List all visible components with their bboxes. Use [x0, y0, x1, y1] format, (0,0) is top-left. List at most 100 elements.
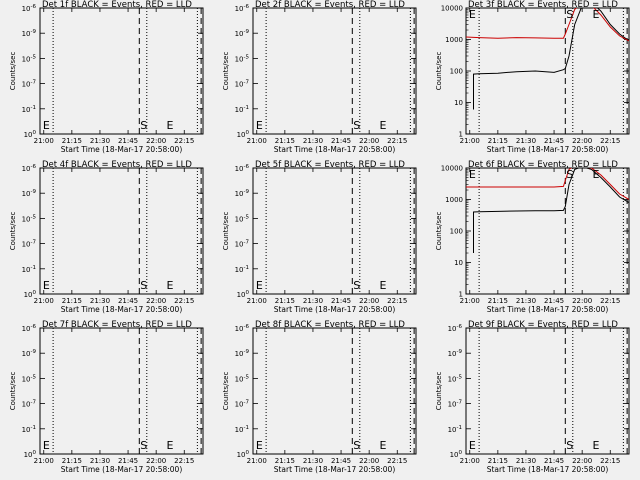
y-tick-exponent: -7 — [31, 80, 37, 86]
y-tick-exponent: -6 — [31, 164, 37, 170]
y-tick-label: 10-9 — [22, 189, 37, 198]
x-tick-label: 21:00 — [34, 297, 54, 305]
x-tick-label: 22:00 — [572, 297, 592, 305]
y-axis-label: Counts/sec — [435, 372, 443, 411]
x-axis-label: Start Time (18-Mar-17 20:58:00) — [274, 145, 396, 154]
y-tick-label: 10-6 — [22, 324, 37, 333]
y-tick-label: 10-7 — [22, 400, 37, 409]
y-tick-label: 1000 — [445, 36, 463, 44]
y-tick-exponent: -1 — [244, 425, 249, 431]
y-tick-label: 10-7 — [235, 80, 250, 89]
y-tick-base: 10 — [237, 451, 246, 459]
y-axis-label: Counts/sec — [222, 212, 230, 251]
y-tick-exponent: -9 — [31, 189, 37, 195]
x-tick-label: 21:30 — [303, 297, 323, 305]
y-tick-label: 10-6 — [235, 164, 250, 173]
x-tick-label: 22:15 — [600, 297, 620, 305]
y-tick-exponent: -6 — [244, 4, 250, 10]
y-tick-exponent: 0 — [246, 130, 250, 136]
y-tick-base: 10 — [22, 165, 31, 173]
y-tick-base: 10 — [22, 426, 31, 434]
y-tick-base: 10 — [448, 401, 457, 409]
x-tick-label: 21:45 — [331, 137, 351, 145]
marker-e: E — [43, 119, 50, 132]
x-tick-label: 21:30 — [516, 137, 536, 145]
y-tick-label: 10-7 — [22, 240, 37, 249]
y-tick-base: 10 — [24, 291, 33, 299]
x-tick-label: 22:00 — [146, 297, 166, 305]
marker-s: S — [140, 119, 147, 132]
y-tick-label: 10-1 — [448, 425, 462, 434]
y-axis-label: Counts/sec — [222, 52, 230, 91]
y-tick-label: 100 — [24, 450, 37, 459]
x-tick-label: 21:00 — [247, 297, 267, 305]
marker-e: E — [593, 439, 600, 452]
y-tick-exponent: -5 — [457, 374, 463, 380]
y-tick-label: 100 — [237, 450, 250, 459]
y-tick-base: 10 — [235, 190, 244, 198]
x-axis-label: Start Time (18-Mar-17 20:58:00) — [61, 465, 183, 474]
x-tick-label: 22:15 — [600, 457, 620, 465]
x-tick-label: 21:30 — [90, 457, 110, 465]
y-tick-label: 10-9 — [448, 349, 463, 358]
y-tick-label: 10-6 — [22, 164, 37, 173]
x-tick-label: 22:00 — [572, 137, 592, 145]
y-tick-base: 10 — [24, 131, 33, 139]
plot-frame — [465, 7, 630, 135]
y-tick-base: 10 — [448, 350, 457, 358]
y-tick-label: 10-6 — [448, 324, 463, 333]
y-tick-base: 10 — [22, 215, 31, 223]
y-tick-exponent: 0 — [246, 450, 250, 456]
y-tick-base: 10 — [235, 350, 244, 358]
x-tick-label: 21:30 — [90, 297, 110, 305]
panel-3: Det 3f BLACK = Events, RED = LLD 21:00 21:… — [435, 0, 630, 154]
y-tick-label: 1 — [459, 291, 463, 299]
y-tick-label: 10-5 — [448, 374, 463, 383]
panel-8: Det 8f BLACK = Events, RED = LLD 21:00 21:… — [222, 320, 417, 474]
y-tick-base: 10 — [24, 451, 33, 459]
y-tick-exponent: -7 — [31, 240, 37, 246]
y-tick-label: 10-9 — [235, 349, 250, 358]
y-tick-label: 10-9 — [235, 189, 250, 198]
y-tick-label: 10-6 — [235, 324, 250, 333]
y-tick-label: 10-1 — [235, 265, 249, 274]
panel-title: Det 6f BLACK = Events, RED = LLD — [468, 160, 618, 170]
y-tick-label: 10-7 — [235, 240, 250, 249]
y-axis-label: Counts/sec — [222, 372, 230, 411]
marker-e: E — [43, 279, 50, 292]
y-tick-exponent: -9 — [31, 349, 37, 355]
series-events-line — [473, 8, 629, 110]
y-tick-label: 10-7 — [22, 80, 37, 89]
y-tick-base: 10 — [235, 401, 244, 409]
y-tick-label: 1 — [459, 131, 463, 139]
y-tick-base: 10 — [235, 55, 244, 63]
y-tick-label: 100 — [237, 130, 250, 139]
y-tick-label: 10-5 — [235, 214, 250, 223]
y-tick-exponent: -6 — [31, 4, 37, 10]
marker-e: E — [469, 168, 476, 181]
x-tick-label: 22:15 — [174, 457, 194, 465]
y-tick-label: 100 — [237, 290, 250, 299]
y-tick-base: 10 — [450, 451, 459, 459]
x-tick-label: 21:45 — [331, 457, 351, 465]
panel-title: Det 9f BLACK = Events, RED = LLD — [468, 320, 618, 330]
marker-e: E — [167, 439, 174, 452]
plot-frame — [252, 7, 417, 135]
x-tick-label: 21:00 — [34, 457, 54, 465]
marker-e: E — [593, 168, 600, 181]
y-tick-label: 10-7 — [235, 400, 250, 409]
y-tick-base: 10 — [235, 426, 244, 434]
plot-frame — [39, 7, 204, 135]
x-tick-label: 22:15 — [387, 457, 407, 465]
y-tick-exponent: 0 — [33, 290, 37, 296]
y-tick-label: 10-1 — [235, 105, 249, 114]
y-tick-base: 10 — [235, 106, 244, 114]
y-tick-exponent: -5 — [31, 54, 37, 60]
y-tick-exponent: -1 — [31, 425, 36, 431]
y-axis-label: Counts/sec — [9, 52, 17, 91]
x-tick-label: 22:15 — [174, 297, 194, 305]
marker-e: E — [43, 439, 50, 452]
marker-s: S — [566, 168, 573, 181]
marker-e: E — [469, 439, 476, 452]
y-tick-exponent: -9 — [31, 29, 37, 35]
